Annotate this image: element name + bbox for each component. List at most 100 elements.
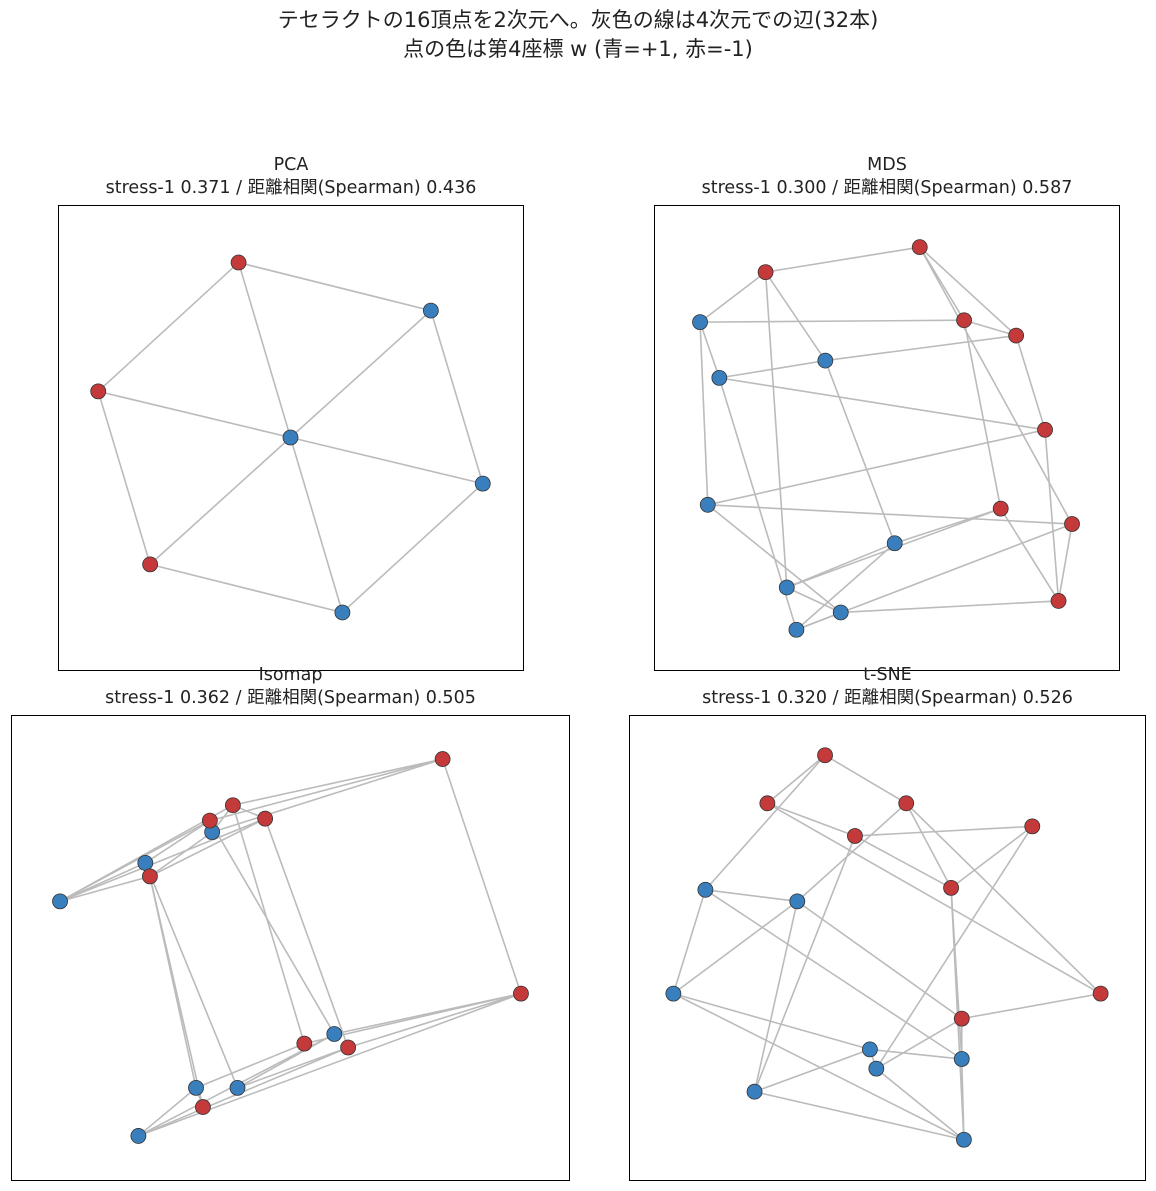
edge-line xyxy=(441,758,522,994)
edge-line xyxy=(1015,335,1046,431)
vertex-point-w-plus xyxy=(52,893,68,910)
edge-line xyxy=(430,310,484,484)
edge-line xyxy=(59,875,151,903)
edge-line xyxy=(237,1046,349,1089)
vertex-point-w-minus xyxy=(230,254,247,271)
edge-line xyxy=(144,862,239,1089)
edge-line xyxy=(264,818,349,1048)
edge-line xyxy=(919,246,1073,525)
vertex-point-w-minus xyxy=(1008,327,1025,344)
edge-line xyxy=(138,992,522,1137)
edge-line xyxy=(754,1090,965,1141)
edge-line xyxy=(59,817,266,903)
vertex-point-w-plus xyxy=(832,604,849,621)
plot-frame-mds xyxy=(654,205,1120,671)
edge-line xyxy=(673,992,871,1051)
edge-line xyxy=(237,262,292,438)
edge-line xyxy=(699,271,767,323)
vertex-point-w-plus xyxy=(711,369,728,386)
vertex-point-w-minus xyxy=(1037,421,1053,438)
edge-line xyxy=(919,246,1017,337)
edge-line xyxy=(950,887,963,1060)
vertex-point-w-plus xyxy=(229,1079,246,1096)
vertex-point-w-plus xyxy=(422,302,439,319)
vertex-point-w-plus xyxy=(334,604,351,621)
edge-line xyxy=(707,503,1073,525)
edge-line xyxy=(673,992,965,1141)
vertex-point-w-plus xyxy=(699,496,716,513)
edge-line xyxy=(144,819,211,864)
edge-line xyxy=(960,1058,965,1140)
edge-line xyxy=(59,862,146,903)
edge-line xyxy=(672,889,707,994)
panel-metrics-label: stress-1 0.371 / 距離相関(Spearman) 0.436 xyxy=(105,178,477,198)
edge-line xyxy=(905,802,952,889)
edge-line xyxy=(786,586,842,614)
vertex-point-w-plus xyxy=(868,1060,885,1077)
vertex-point-w-plus xyxy=(778,579,795,596)
vertex-point-w-minus xyxy=(224,797,241,814)
vertex-point-w-minus xyxy=(513,985,529,1002)
edge-line xyxy=(704,754,826,891)
vertex-point-w-minus xyxy=(911,239,928,256)
vertex-point-w-plus xyxy=(789,893,806,910)
vertex-point-w-plus xyxy=(474,475,491,492)
vertex-point-w-minus xyxy=(757,264,774,281)
edge-line xyxy=(149,436,292,565)
edge-line xyxy=(97,261,240,392)
edge-line xyxy=(209,758,443,822)
vertex-point-w-minus xyxy=(953,1010,970,1027)
vertex-point-w-minus xyxy=(296,1035,313,1052)
vertex-point-w-minus xyxy=(1050,593,1067,609)
panel-title-pca: PCA stress-1 0.371 / 距離相関(Spearman) 0.43… xyxy=(58,154,524,200)
edge-line xyxy=(341,483,484,614)
vertex-point-w-plus xyxy=(956,1131,972,1148)
edge-line xyxy=(795,542,896,631)
edge-line xyxy=(704,889,963,1060)
edge-line xyxy=(209,820,335,1035)
edge-line xyxy=(875,1017,963,1070)
edge-line xyxy=(707,504,842,614)
vertex-point-w-plus xyxy=(188,1079,204,1096)
edge-line xyxy=(699,322,709,505)
vertex-point-w-minus xyxy=(1092,985,1109,1002)
edge-line xyxy=(766,802,1102,995)
vertex-point-w-plus xyxy=(665,985,682,1002)
vertex-point-w-plus xyxy=(788,621,805,638)
panel-metrics-label: stress-1 0.362 / 距離相関(Spearman) 0.505 xyxy=(105,688,476,708)
edge-line xyxy=(1044,429,1060,601)
panel-t-sne xyxy=(665,747,1109,1148)
figure-title: テセラクトの16頂点を2次元へ。灰色の線は4次元での辺(32本) 点の色は第4座… xyxy=(0,6,1156,64)
vertex-point-w-minus xyxy=(257,810,274,827)
edge-line xyxy=(707,429,1046,506)
edge-line xyxy=(1000,508,1060,602)
vertex-point-w-minus xyxy=(195,1099,211,1115)
panel-isomap xyxy=(52,751,529,1144)
edge-line xyxy=(963,319,1017,337)
figure-title-line2: 点の色は第4座標 w (青=+1, 赤=-1) xyxy=(403,37,753,61)
panel-title-tsne: t-SNE stress-1 0.320 / 距離相関(Spearman) 0.… xyxy=(629,664,1146,710)
edge-line xyxy=(1057,523,1073,602)
vertex-point-w-plus xyxy=(817,352,834,369)
vertex-point-w-minus xyxy=(847,828,863,844)
edge-line xyxy=(719,377,1046,431)
panel-method-label: t-SNE xyxy=(863,665,912,685)
panel-method-label: PCA xyxy=(273,155,309,175)
vertex-point-w-plus xyxy=(692,314,708,331)
vertex-point-w-minus xyxy=(1064,516,1080,532)
panel-mds xyxy=(692,239,1080,638)
edge-line xyxy=(238,261,432,312)
edge-line xyxy=(672,900,798,995)
edge-line xyxy=(347,992,522,1049)
edge-line xyxy=(854,825,1033,837)
edge-line xyxy=(195,1042,305,1089)
edge-line xyxy=(149,876,204,1108)
vertex-point-w-plus xyxy=(746,1083,763,1100)
edge-line xyxy=(840,600,1059,614)
panel-method-label: Isomap xyxy=(258,665,323,685)
edge-line xyxy=(98,390,291,439)
vertex-point-w-minus xyxy=(90,383,107,400)
vertex-point-w-minus xyxy=(201,812,218,829)
edge-line xyxy=(767,802,856,837)
panel-method-label: MDS xyxy=(867,155,907,175)
